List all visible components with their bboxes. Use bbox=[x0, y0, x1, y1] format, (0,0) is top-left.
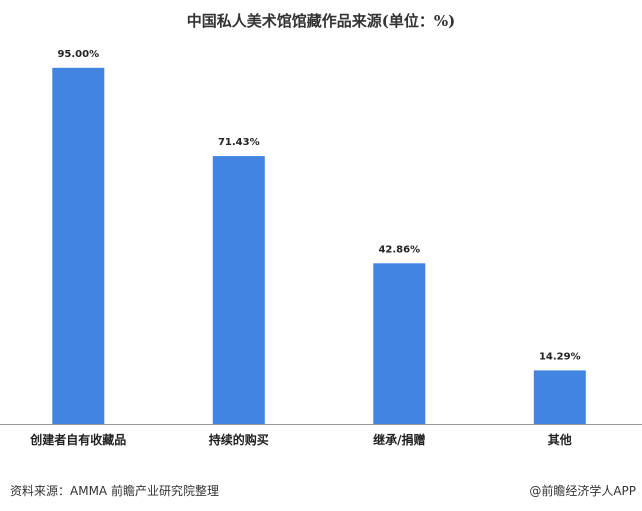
chart-title: 中国私人美术馆馆藏作品来源(单位：%) bbox=[186, 12, 456, 30]
category-labels-layer: 创建者自有收藏品 持续的购买 继承/捐赠 其他 bbox=[29, 432, 572, 447]
credit-text: @前瞻经济学人APP bbox=[529, 484, 636, 498]
bars-layer bbox=[52, 67, 586, 425]
category-label-3: 继承/捐赠 bbox=[373, 432, 425, 447]
category-label-4: 其他 bbox=[548, 432, 572, 447]
bar-4 bbox=[533, 370, 586, 424]
value-labels-layer: 95.00% 71.43% 42.86% 14.29% bbox=[57, 49, 580, 363]
bar-1 bbox=[52, 67, 105, 425]
value-label-1: 95.00% bbox=[57, 49, 99, 60]
bar-3 bbox=[373, 263, 426, 424]
value-label-2: 71.43% bbox=[218, 137, 260, 148]
bar-2 bbox=[212, 156, 265, 424]
category-label-2: 持续的购买 bbox=[209, 432, 269, 447]
source-note: 资料来源：AMMA 前瞻产业研究院整理 bbox=[10, 484, 219, 498]
value-label-3: 42.86% bbox=[378, 244, 420, 255]
value-label-4: 14.29% bbox=[539, 351, 581, 362]
category-label-1: 创建者自有收藏品 bbox=[29, 432, 126, 447]
